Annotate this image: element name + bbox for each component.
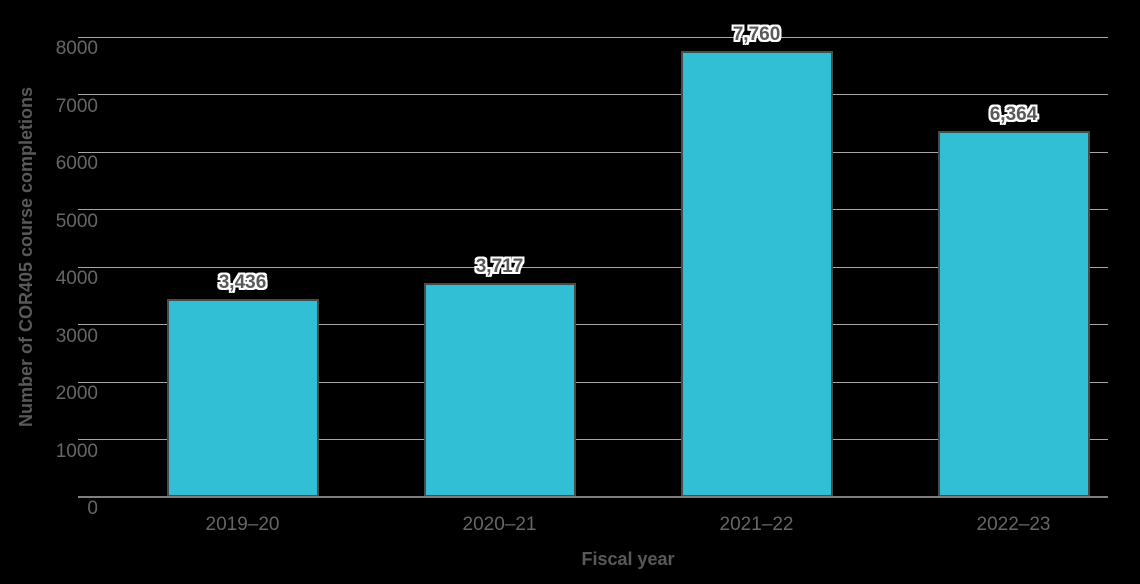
gridline <box>78 266 1108 268</box>
x-axis-title: Fiscal year <box>581 549 675 569</box>
bar-value-label: 3,436 <box>218 272 267 294</box>
bar <box>166 299 319 497</box>
x-axis-line <box>78 496 1108 498</box>
y-tick-label: 2000 <box>55 383 98 404</box>
gridline <box>78 209 1108 210</box>
y-tick-label: 6000 <box>55 153 98 174</box>
bar <box>937 131 1090 497</box>
bar-value-label: 3,717 <box>475 256 524 278</box>
y-tick-label: 4000 <box>55 268 98 289</box>
gridline <box>78 151 1108 153</box>
y-tick-label: 7000 <box>55 95 98 117</box>
x-tick-label: 2019–20 <box>205 514 280 535</box>
x-tick-label: 2022–23 <box>976 514 1051 535</box>
y-tick-label: 3000 <box>55 325 98 347</box>
gridline <box>78 94 1108 95</box>
gridline <box>78 324 1108 325</box>
gridline <box>78 36 1108 38</box>
bar-value-label: 6,364 <box>989 104 1038 126</box>
y-tick-label: 1000 <box>55 440 98 462</box>
x-tick-label: 2020–21 <box>462 514 537 535</box>
bar <box>423 283 576 497</box>
y-tick-label: 0 <box>87 498 98 519</box>
gridline <box>78 381 1108 383</box>
x-tick-label: 2021–22 <box>719 514 794 535</box>
bar <box>680 50 833 497</box>
gridline <box>78 439 1108 440</box>
y-tick-label: 5000 <box>55 210 98 232</box>
y-axis-title: Number of COR405 course completions <box>16 86 36 428</box>
bar-value-label: 7,760 <box>732 23 781 45</box>
y-tick-label: 8000 <box>55 38 98 59</box>
